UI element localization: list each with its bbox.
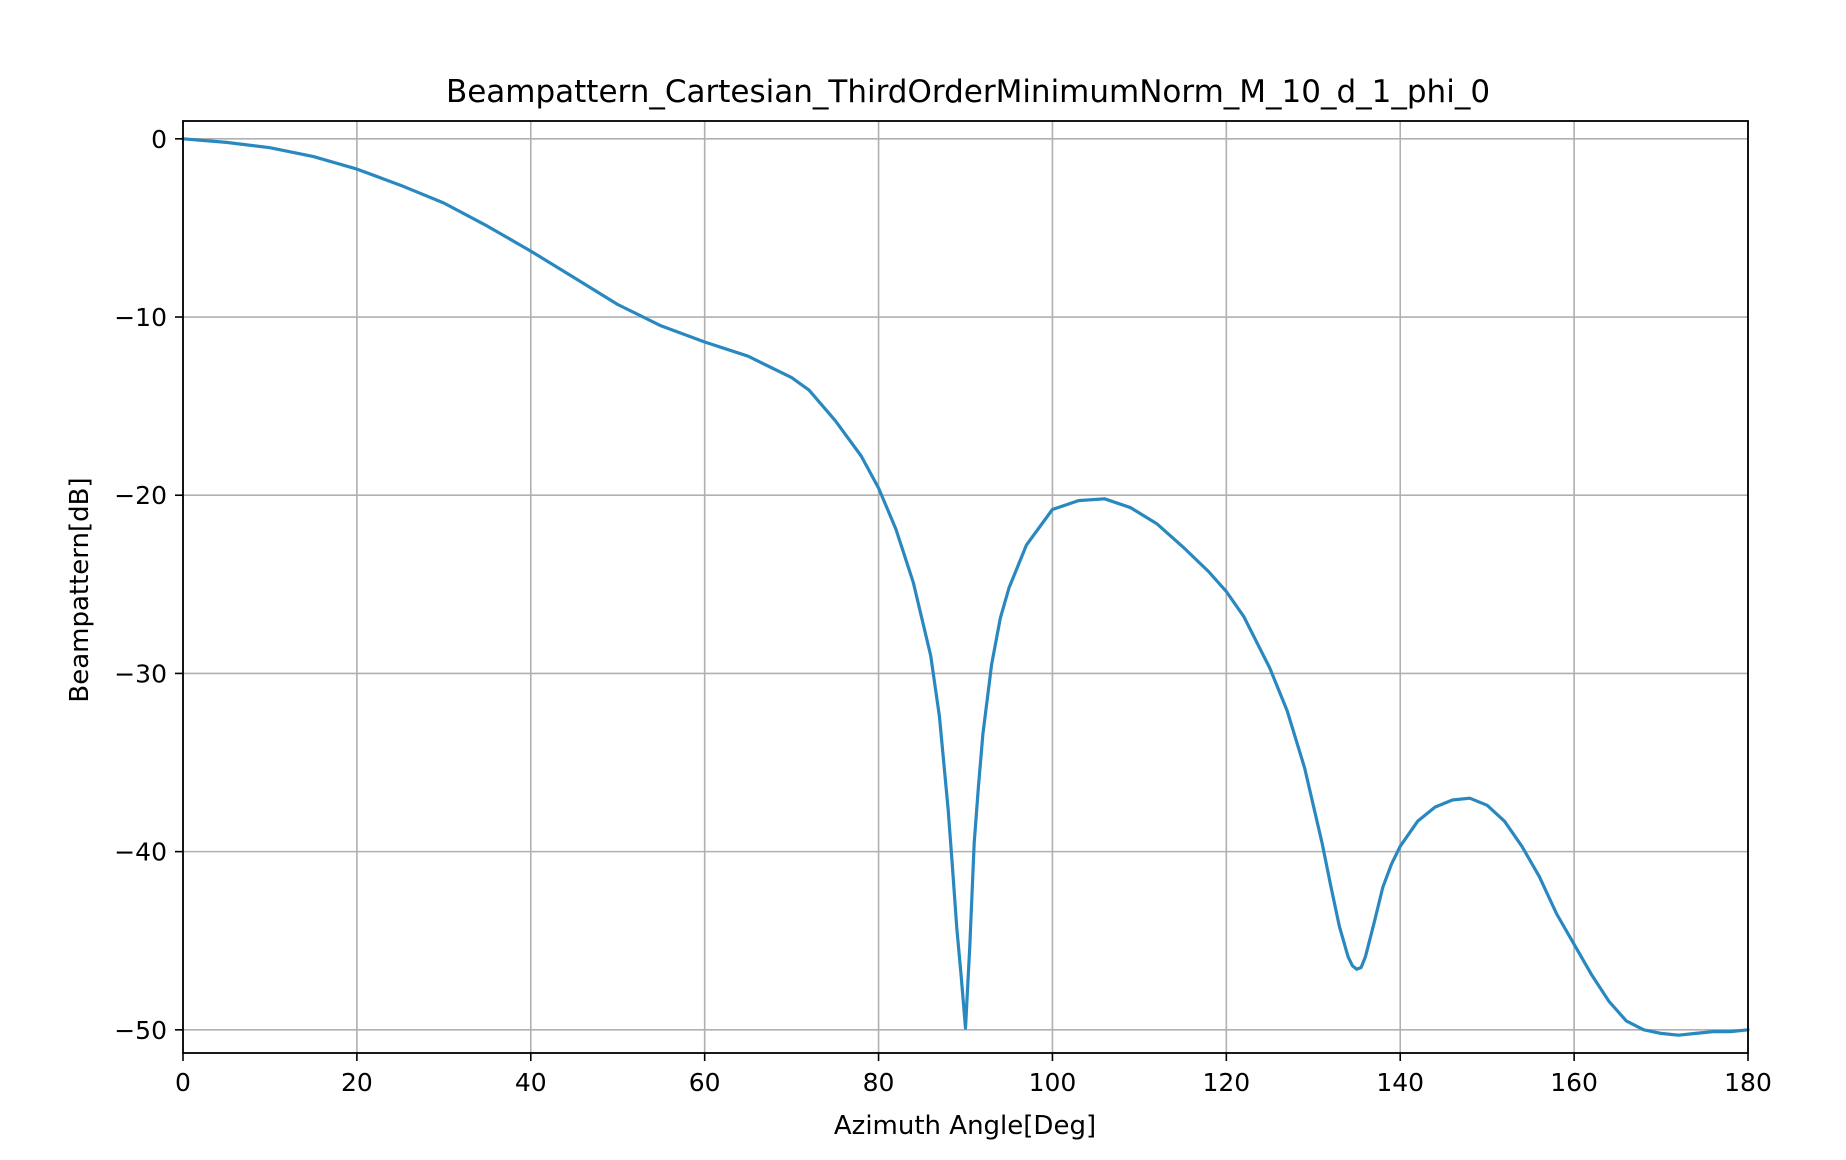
x-tick-label: 40 xyxy=(515,1068,547,1097)
x-tick-label: 60 xyxy=(689,1068,721,1097)
x-tick-label: 80 xyxy=(863,1068,895,1097)
x-tick-label: 180 xyxy=(1724,1068,1772,1097)
chart-title: Beampattern_Cartesian_ThirdOrderMinimumN… xyxy=(446,74,1490,110)
axes-frame xyxy=(182,120,1749,1054)
plot-area xyxy=(181,137,1750,1037)
x-tick-label: 120 xyxy=(1202,1068,1250,1097)
beampattern-line xyxy=(181,137,1750,1037)
ticks: 0 20 40 60 80 100 120 140 160 180 0 −10 −20 −30 −40 −50 xyxy=(114,125,1772,1097)
y-tick-label: −20 xyxy=(114,481,167,510)
x-tick-label: 100 xyxy=(1029,1068,1077,1097)
x-tick-label: 140 xyxy=(1376,1068,1424,1097)
x-tick-label: 0 xyxy=(175,1068,191,1097)
y-tick-label: −50 xyxy=(114,1016,167,1045)
x-axis-label: Azimuth Angle[Deg] xyxy=(834,1111,1096,1141)
y-tick-label: −40 xyxy=(114,838,167,867)
grid xyxy=(182,121,1749,1053)
y-axis-label: Beampattern[dB] xyxy=(65,477,95,702)
y-tick-label: −30 xyxy=(114,659,167,688)
x-tick-label: 20 xyxy=(341,1068,373,1097)
y-tick-label: 0 xyxy=(151,125,167,154)
y-tick-label: −10 xyxy=(114,303,167,332)
x-tick-label: 160 xyxy=(1550,1068,1598,1097)
